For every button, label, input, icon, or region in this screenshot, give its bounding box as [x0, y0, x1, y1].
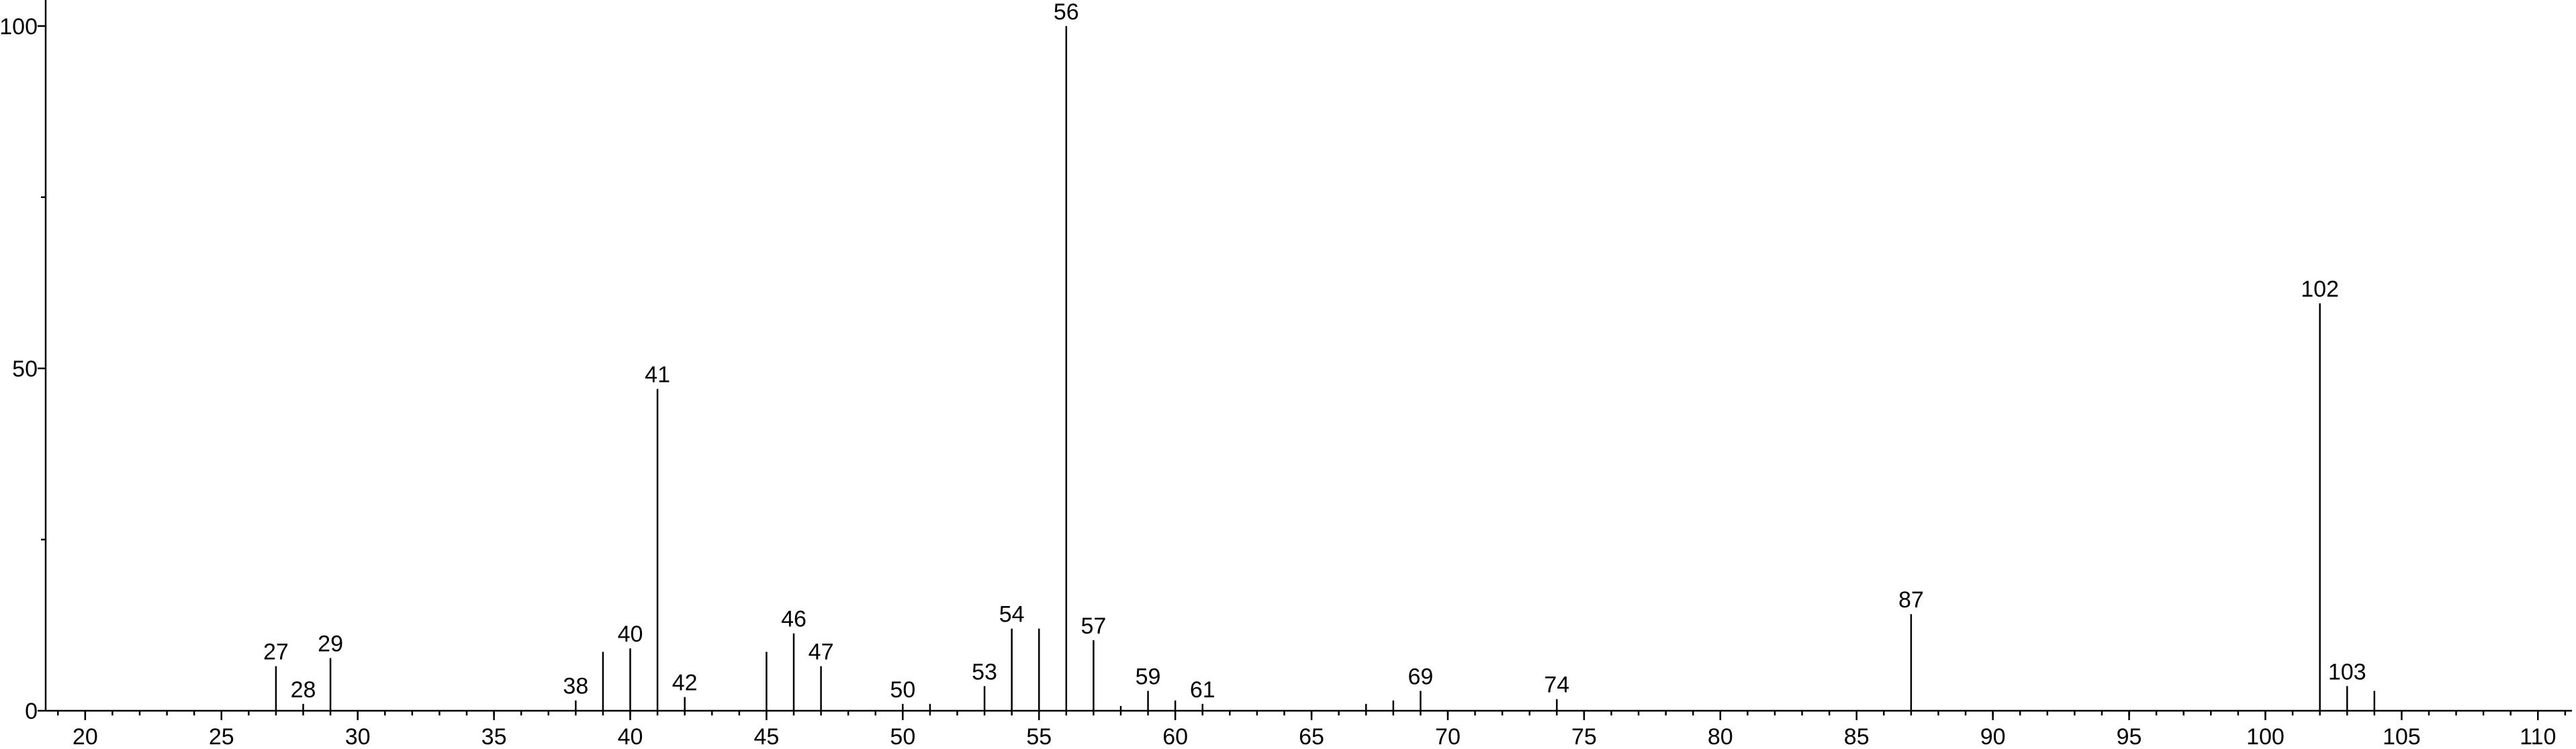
- peak-label: 59: [1136, 664, 1161, 689]
- peak-label: 41: [645, 362, 670, 387]
- x-tick-label: 55: [1026, 724, 1052, 749]
- peak-label: 42: [672, 670, 698, 696]
- x-tick-label: 80: [1708, 724, 1733, 749]
- peak-label: 28: [291, 677, 316, 703]
- peak-label: 56: [1054, 0, 1079, 25]
- x-tick-label: 85: [1844, 724, 1870, 749]
- peak-label: 74: [1544, 672, 1569, 698]
- x-tick-label: 70: [1435, 724, 1461, 749]
- peak-label: 27: [263, 640, 289, 665]
- x-tick-label: 90: [1980, 724, 2006, 749]
- x-tick-label: 50: [890, 724, 915, 749]
- peak-label: 103: [2328, 659, 2366, 685]
- x-tick-label: 65: [1299, 724, 1324, 749]
- x-tick-label: 40: [618, 724, 643, 749]
- peak-label: 40: [618, 621, 643, 647]
- peak-label: 46: [781, 607, 807, 632]
- y-tick-label: 50: [12, 356, 38, 382]
- peak-label: 87: [1898, 587, 1924, 613]
- peak-label: 29: [318, 631, 343, 656]
- peak-label: 61: [1190, 677, 1215, 703]
- x-tick-label: 105: [2383, 724, 2421, 749]
- x-tick-label: 45: [753, 724, 779, 749]
- peak-label: 57: [1080, 613, 1106, 639]
- peak-label: 53: [972, 659, 997, 685]
- x-tick-label: 20: [73, 724, 98, 749]
- y-tick-label: 0: [25, 699, 38, 724]
- peak-label: 38: [563, 674, 588, 699]
- x-tick-label: 95: [2117, 724, 2142, 749]
- x-tick-label: 75: [1571, 724, 1597, 749]
- peak-label: 69: [1408, 664, 1433, 689]
- x-tick-label: 110: [2520, 724, 2556, 749]
- x-tick-label: 25: [209, 724, 234, 749]
- y-tick-label: 100: [0, 14, 38, 40]
- x-tick-label: 30: [345, 724, 371, 749]
- x-tick-label: 100: [2246, 724, 2285, 749]
- peak-label: 102: [2301, 277, 2339, 302]
- x-tick-label: 35: [481, 724, 507, 749]
- peak-label: 47: [809, 640, 834, 665]
- peak-label: 54: [999, 602, 1025, 628]
- x-tick-label: 60: [1162, 724, 1188, 749]
- peak-label: 50: [890, 677, 915, 703]
